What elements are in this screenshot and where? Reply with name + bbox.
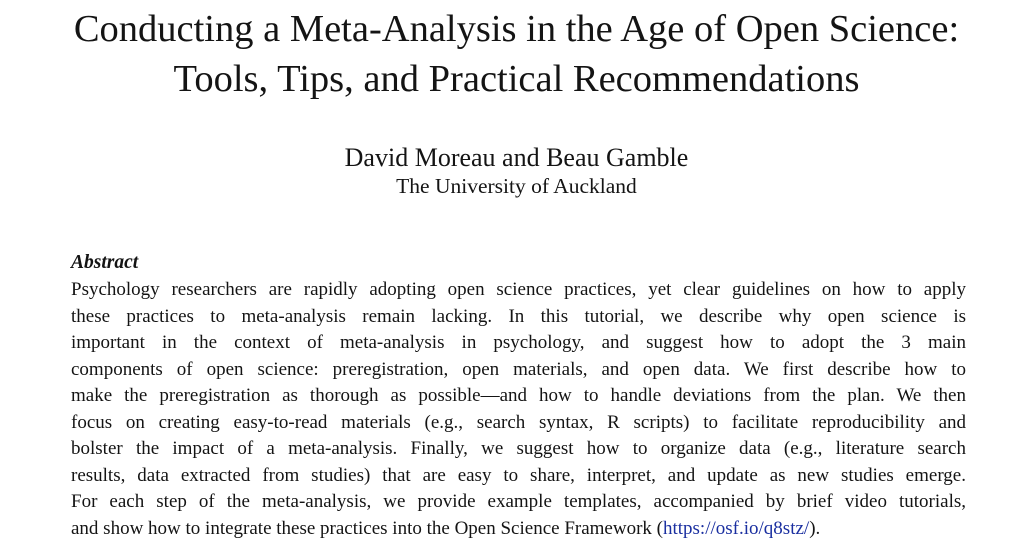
abstract-line: For each step of the meta-analysis, we p… bbox=[71, 491, 966, 512]
paper-title-line-2: Tools, Tips, and Practical Recommendatio… bbox=[173, 58, 860, 100]
paper-title-line-1: Conducting a Meta-Analysis in the Age of… bbox=[73, 8, 960, 50]
abstract-last-line-suffix: ). bbox=[809, 517, 821, 539]
abstract-line: results, data extracted from studies) th… bbox=[71, 464, 966, 486]
abstract-last-line: and show how to integrate these practice… bbox=[71, 516, 966, 543]
abstract-line: Psychology researchers are rapidly adopt… bbox=[71, 279, 966, 300]
abstract-line: make the preregistration as thorough as … bbox=[71, 385, 966, 406]
abstract-heading: Abstract bbox=[71, 252, 139, 273]
abstract-line: components of open science: preregistrat… bbox=[71, 358, 966, 380]
abstract-body: Psychology researchers are rapidly adopt… bbox=[71, 277, 966, 542]
abstract-line: focus on creating easy-to-read materials… bbox=[71, 411, 966, 433]
paper-affiliation: The University of Auckland bbox=[396, 174, 637, 198]
abstract-line: these practices to meta-analysis remain … bbox=[71, 305, 966, 327]
abstract-line: important in the context of meta-analysi… bbox=[71, 332, 966, 353]
paper-title: Conducting a Meta-Analysis in the Age of… bbox=[0, 4, 1033, 104]
abstract-line: bolster the impact of a meta-analysis. F… bbox=[71, 438, 966, 459]
osf-link[interactable]: https://osf.io/q8stz/ bbox=[662, 517, 810, 539]
abstract-last-line-prefix: and show how to integrate these practice… bbox=[71, 517, 663, 539]
paper-authors: David Moreau and Beau Gamble bbox=[344, 143, 689, 172]
